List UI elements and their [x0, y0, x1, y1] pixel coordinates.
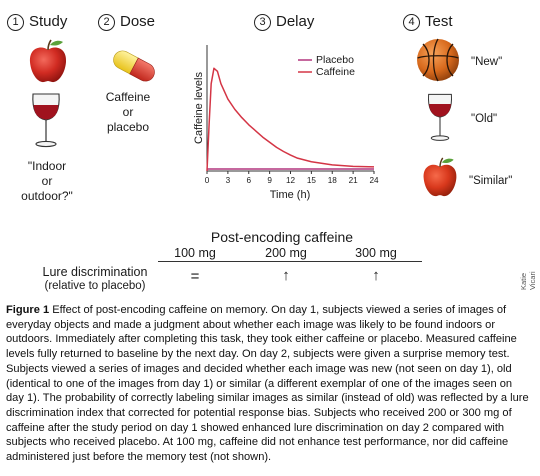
x-tick-label: 21: [349, 176, 359, 185]
basketball-icon: [417, 38, 459, 82]
step-number: 2: [98, 14, 115, 31]
table-column-header: 300 mg: [355, 246, 397, 260]
test-label-old: "Old": [471, 113, 498, 125]
table-row-label-line: (relative to placebo): [44, 280, 146, 292]
step-study-header: 1 Study: [7, 13, 67, 31]
illustrator-credit: Katie Vicari: [519, 271, 537, 290]
wine-glass-icon: [32, 93, 60, 148]
study-question-line: or: [41, 174, 53, 188]
caffeine-chart: Caffeine levels 0 3 6 9 12 15 18 21 24 Time (h) …: [193, 45, 379, 201]
step-label: Study: [29, 13, 68, 30]
table-title: Post-encoding caffeine: [210, 229, 354, 245]
x-tick-label: 24: [369, 176, 379, 185]
dose-label: Caffeine or placebo: [88, 90, 168, 135]
chart-xlabel: Time (h): [270, 189, 311, 201]
x-tick-label: 18: [328, 176, 338, 185]
chart-plot-area: 0 3 6 9 12 15 18 21 24: [205, 45, 379, 185]
step-dose-header: 2 Dose: [98, 13, 155, 31]
study-question: "Indoor or outdoor?": [2, 159, 92, 204]
chart-ylabel: Caffeine levels: [193, 72, 205, 144]
table-column-header: 200 mg: [265, 246, 307, 260]
dose-label-line: placebo: [106, 120, 150, 134]
dose-label-line: Caffeine: [105, 90, 151, 104]
table-row-label: Lure discrimination (relative to placebo…: [30, 265, 160, 293]
apple-icon: [29, 39, 67, 83]
x-tick-label: 12: [286, 176, 296, 185]
series-line-caffeine: [206, 67, 375, 172]
chart-legend: Placebo Caffeine: [298, 54, 355, 78]
step-label: Test: [425, 13, 453, 30]
step-number: 4: [403, 14, 420, 31]
chart-series: [206, 67, 375, 172]
x-tick-label: 3: [226, 176, 231, 185]
table-rule: [158, 261, 422, 262]
step-test-header: 4 Test: [403, 13, 453, 31]
figure-label: Figure 1: [6, 304, 50, 316]
chart-x-ticks: 0 3 6 9 12 15 18 21 24: [205, 171, 379, 185]
legend-label-placebo: Placebo: [316, 54, 354, 66]
table-row-label-line: Lure discrimination: [42, 265, 148, 279]
wine-glass-icon: [427, 93, 453, 141]
x-tick-label: 15: [307, 176, 317, 185]
step-label: Delay: [276, 13, 315, 30]
figure-caption: Figure 1 Effect of post-encoding caffein…: [6, 303, 532, 465]
figure-caption-text: Effect of post-encoding caffeine on memo…: [6, 304, 529, 464]
test-label-new: "New": [471, 56, 503, 68]
x-tick-label: 0: [205, 176, 210, 185]
step-number: 3: [254, 14, 271, 31]
legend-label-caffeine: Caffeine: [316, 66, 355, 78]
step-label: Dose: [120, 13, 156, 30]
dose-label-line: or: [122, 105, 134, 119]
study-question-line: "Indoor: [27, 159, 67, 173]
test-label-similar: "Similar": [469, 175, 513, 187]
study-question-line: outdoor?": [21, 189, 73, 203]
step-delay-header: 3 Delay: [254, 13, 314, 31]
table-cell-300mg: ↑: [372, 267, 380, 284]
x-tick-label: 6: [246, 176, 251, 185]
step-number: 1: [7, 14, 24, 31]
apple-icon: [423, 157, 457, 197]
table-cell-200mg: ↑: [282, 267, 290, 284]
x-tick-label: 9: [267, 176, 272, 185]
table-cell-100mg: =: [190, 268, 200, 285]
table-column-header: 100 mg: [174, 246, 216, 260]
pill-icon: [113, 50, 155, 82]
